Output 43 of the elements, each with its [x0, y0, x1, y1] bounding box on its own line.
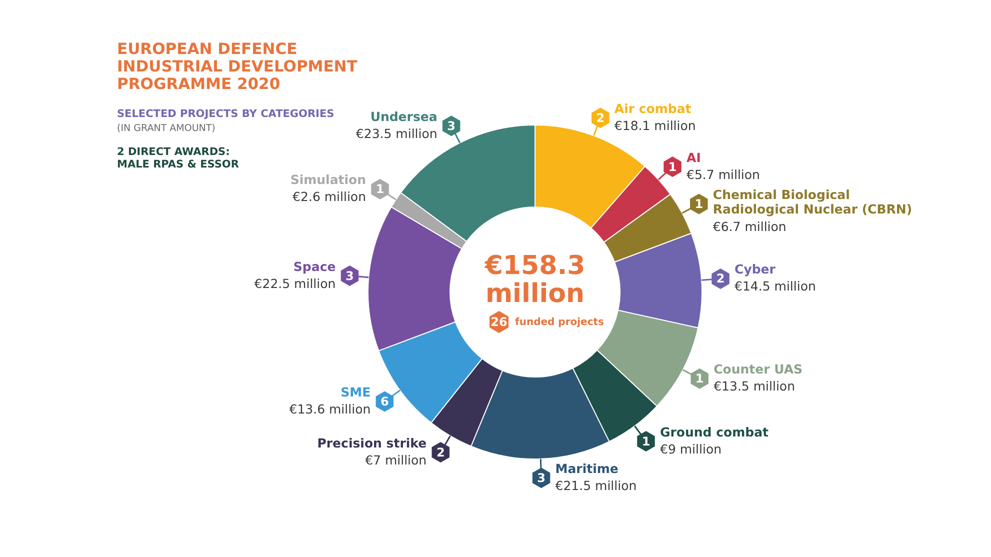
- text: (IN GRANT AMOUNT): [117, 123, 216, 134]
- slice-label: Air combat: [614, 100, 692, 116]
- text: 1: [694, 197, 704, 212]
- data-label: €2.6 million: [292, 189, 366, 204]
- text: 2: [596, 110, 605, 125]
- text: funded projects: [515, 317, 604, 328]
- slice-label: Cyber: [734, 262, 776, 277]
- text: 1: [695, 372, 704, 386]
- slice-label: Space: [293, 258, 336, 274]
- data-label: €6.7 million: [712, 219, 786, 234]
- text: 26: [490, 315, 508, 329]
- chart-subtitle: SELECTED PROJECTS BY CATEGORIES: [117, 108, 334, 120]
- text: 1: [668, 160, 677, 174]
- text: 2: [716, 272, 725, 286]
- chart-title: EUROPEAN DEFENCE INDUSTRIAL DEVELOPMENT PROGRAMME 2020: [117, 40, 358, 93]
- slice-label: Ground combat: [660, 424, 769, 440]
- data-label: €14.5 million: [734, 278, 816, 294]
- slice-label: Counter UAS: [714, 362, 803, 377]
- text: 2 DIRECT AWARDS: MALE RPAS & ESSOR: [117, 146, 239, 170]
- data-label: €5.7 million: [686, 166, 760, 182]
- text: 3: [447, 118, 456, 133]
- slice-label: Precision strike: [317, 435, 427, 450]
- text: 3: [346, 268, 354, 283]
- text: €158.3 million: [484, 251, 586, 309]
- slice-label: Undersea: [370, 108, 438, 124]
- data-label: €9 million: [660, 441, 722, 456]
- data-label: €13.6 million: [289, 402, 371, 417]
- text: 6: [380, 394, 389, 409]
- data-label: €23.5 million: [356, 126, 438, 141]
- data-label: €22.5 million: [254, 276, 336, 291]
- data-label: €18.1 million: [614, 118, 696, 133]
- slice-label: Simulation: [290, 172, 366, 188]
- text: 2: [436, 445, 445, 460]
- slice-label: Maritime: [555, 460, 618, 476]
- data-label: €13.5 million: [714, 378, 795, 394]
- text: 1: [642, 434, 650, 448]
- slice-label: SME: [340, 384, 371, 400]
- data-label: €21.5 million: [555, 478, 637, 493]
- legend-label: Chemical Biological Radiological Nuclear (CBRN): [712, 187, 912, 217]
- data-label: €7 million: [365, 452, 427, 468]
- text: 1: [376, 182, 384, 196]
- slice-label: AI: [686, 150, 701, 165]
- text: 3: [537, 470, 546, 485]
